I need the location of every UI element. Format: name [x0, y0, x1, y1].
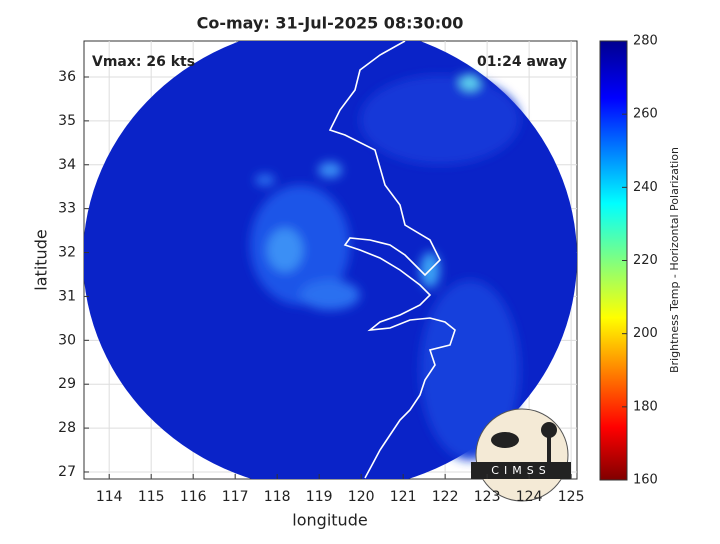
x-tick-label: 122: [432, 489, 459, 505]
colorbar-tick-label: 280: [633, 34, 658, 49]
x-tick-label: 124: [516, 489, 543, 505]
x-tick-label: 123: [474, 489, 501, 505]
y-tick-label: 29: [58, 376, 76, 392]
y-tick-label: 34: [58, 157, 76, 173]
swath: [84, 41, 577, 479]
colorbar-tick-label: 160: [633, 473, 658, 488]
annotation: 01:24 away: [477, 54, 567, 70]
convection: [250, 74, 520, 460]
x-tick-label: 117: [222, 489, 249, 505]
y-axis-label: latitude: [32, 229, 51, 290]
logo-text: CIMSS: [491, 464, 550, 477]
annotation: Vmax: 26 kts: [92, 54, 195, 70]
y-tick-label: 31: [58, 288, 76, 304]
colorbar-tick-label: 260: [633, 107, 658, 122]
x-tick-label: 115: [138, 489, 165, 505]
chart-title: Co-may: 31-Jul-2025 08:30:00: [197, 14, 464, 33]
coastline: [328, 41, 456, 479]
colorbar-tick-label: 180: [633, 399, 658, 414]
colorbar-tick-label: 200: [633, 326, 658, 341]
y-tick-label: 33: [58, 201, 76, 217]
colorbar-tick-label: 220: [633, 253, 658, 268]
x-tick-label: 125: [558, 489, 585, 505]
y-tick-label: 30: [58, 332, 76, 348]
x-tick-label: 119: [306, 489, 333, 505]
y-tick-label: 35: [58, 113, 76, 129]
x-tick-label: 120: [348, 489, 375, 505]
y-tick-label: 32: [58, 245, 76, 261]
y-tick-label: 36: [58, 69, 76, 85]
x-tick-label: 116: [180, 489, 207, 505]
x-tick-label: 114: [96, 489, 123, 505]
logo: CIMSS: [471, 408, 571, 502]
y-tick-label: 27: [58, 464, 76, 480]
y-tick-label: 28: [58, 420, 76, 436]
x-tick-label: 118: [264, 489, 291, 505]
colorbar-label: Brightness Temp - Horizontal Polarizatio…: [668, 147, 681, 373]
colorbar-tick-label: 240: [633, 180, 658, 195]
x-tick-label: 121: [390, 489, 417, 505]
x-axis-label: longitude: [292, 511, 367, 530]
